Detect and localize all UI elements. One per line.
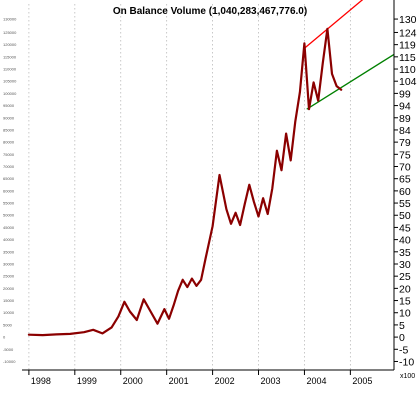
- right-tick-label: 10: [399, 308, 411, 320]
- x-tick-label: 2005: [352, 376, 372, 386]
- left-tick-label: 120000: [3, 42, 17, 47]
- right-tick-label: 124: [399, 27, 417, 39]
- x-tick-label: 1998: [31, 376, 51, 386]
- right-tick-label: 130: [399, 14, 417, 26]
- series-lines: [27, 27, 343, 337]
- right-tick-label: 40: [399, 235, 411, 247]
- left-tick-label: 115000: [3, 54, 17, 59]
- right-tick-label: 5: [399, 320, 405, 332]
- right-tick-label: 110: [399, 64, 416, 76]
- left-tick-label: -10000: [3, 359, 16, 364]
- left-tick-label: 100000: [3, 91, 17, 96]
- right-tick-label: 70: [399, 162, 411, 174]
- right-tick-label: 0: [399, 332, 405, 344]
- left-tick-label: 60000: [3, 188, 15, 193]
- left-tick-label: 75000: [3, 152, 15, 157]
- left-tick-label: 125000: [3, 30, 17, 35]
- left-tick-label: 30000: [3, 261, 15, 266]
- left-tick-label: 10000: [3, 310, 15, 315]
- x-axis-ticks: 1998 1999 2000 2001 2002 2003 2004 2005: [28, 370, 372, 386]
- left-tick-label: 25000: [3, 274, 15, 279]
- left-tick-label: 15000: [3, 298, 15, 303]
- left-tick-label: 50000: [3, 213, 15, 218]
- right-tick-label: 50: [399, 210, 411, 222]
- left-tick-label: 70000: [3, 164, 15, 169]
- left-tick-label: 105000: [3, 79, 17, 84]
- left-tick-label: 5000: [3, 322, 13, 327]
- right-tick-label: 99: [399, 88, 411, 100]
- left-tick-label: 95000: [3, 103, 15, 108]
- x-tick-label: 2002: [215, 376, 235, 386]
- left-tick-label: 110000: [3, 67, 17, 72]
- trendline-2: [306, 53, 395, 110]
- right-tick-label: -5: [399, 344, 408, 356]
- right-tick-label: 45: [399, 222, 411, 234]
- left-tick-label: 45000: [3, 225, 15, 230]
- left-tick-label: 35000: [3, 249, 15, 254]
- right-tick-label: 79: [399, 137, 411, 149]
- right-tick-label: 20: [399, 283, 411, 295]
- right-tick-label: 25: [399, 271, 411, 283]
- left-tick-label: 55000: [3, 201, 15, 206]
- left-tick-label: 65000: [3, 176, 15, 181]
- right-tick-label: 30: [399, 259, 411, 271]
- right-tick-label: 75: [399, 149, 411, 161]
- trendline-1: [304, 0, 364, 49]
- right-tick-label: -10: [399, 356, 414, 368]
- trendlines: [304, 0, 395, 110]
- right-tick-label: 15: [399, 296, 411, 308]
- left-tick-label: 40000: [3, 237, 15, 242]
- left-tick-label: 90000: [3, 115, 15, 120]
- right-tick-label: 84: [399, 125, 411, 137]
- left-tick-label: 20000: [3, 286, 15, 291]
- left-tick-label: 130000: [3, 17, 17, 22]
- x-tick-label: 1999: [77, 376, 97, 386]
- right-tick-label: 55: [399, 198, 411, 210]
- vertical-gridlines: [28, 4, 351, 370]
- chart-title: On Balance Volume (1,040,283,467,776.0): [113, 6, 307, 17]
- right-tick-label: 35: [399, 247, 411, 259]
- unit-label: x100: [400, 373, 415, 380]
- right-tick-label: 60: [399, 186, 411, 198]
- x-tick-label: 2003: [261, 376, 281, 386]
- x-tick-label: 2000: [123, 376, 143, 386]
- x-tick-label: 2001: [169, 376, 189, 386]
- right-axis-ticks: 1301241191151101049994898479757065605550…: [394, 14, 417, 368]
- left-tick-label: 80000: [3, 140, 15, 145]
- x-tick-label: 2004: [306, 376, 326, 386]
- right-tick-label: 119: [399, 40, 416, 52]
- left-axis-ticks: 130000 125000 120000 115000 110000 105000 1000…: [3, 17, 17, 364]
- right-tick-label: 94: [399, 101, 411, 113]
- left-tick-label: -5000: [3, 347, 14, 352]
- right-tick-label: 65: [399, 174, 411, 186]
- obv-series-line: [27, 27, 343, 337]
- left-tick-label: 85000: [3, 127, 15, 132]
- left-tick-label: 0: [3, 335, 6, 340]
- right-tick-label: 89: [399, 113, 411, 125]
- right-tick-label: 115: [399, 52, 416, 64]
- right-tick-label: 104: [399, 76, 417, 88]
